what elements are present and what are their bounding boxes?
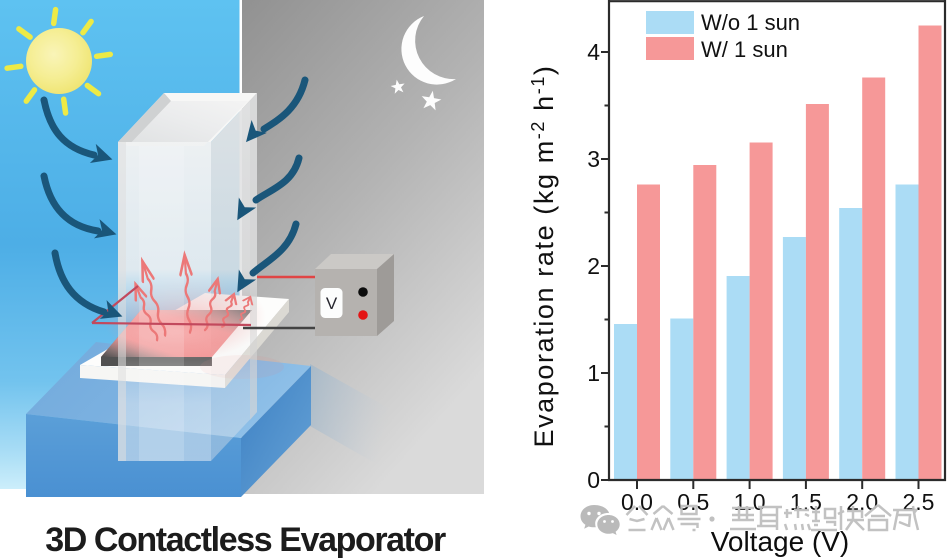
- svg-text:0: 0: [587, 467, 600, 493]
- svg-text:2: 2: [587, 253, 600, 279]
- svg-text:W/ 1 sun: W/ 1 sun: [701, 37, 788, 62]
- svg-text:Voltage (V): Voltage (V): [711, 526, 850, 557]
- svg-text:3D Contactless Evaporator: 3D Contactless Evaporator: [45, 521, 446, 558]
- svg-text:Evaporation rate (kg m-2 h-1): Evaporation rate (kg m-2 h-1): [528, 64, 559, 447]
- svg-text:0.0: 0.0: [621, 489, 653, 515]
- svg-text:V: V: [326, 294, 338, 313]
- svg-text:3: 3: [587, 146, 600, 172]
- svg-text:W/o 1 sun: W/o 1 sun: [701, 10, 800, 35]
- svg-text:4: 4: [587, 39, 600, 65]
- svg-text:1: 1: [587, 360, 600, 386]
